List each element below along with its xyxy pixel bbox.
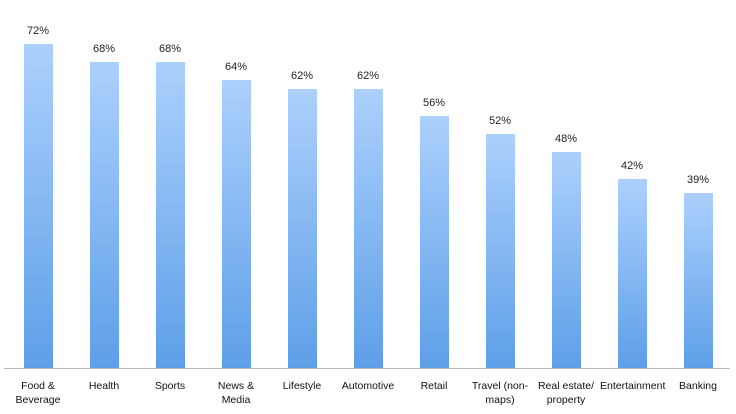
bar	[485, 134, 515, 368]
bar	[89, 62, 119, 368]
bar	[221, 80, 251, 368]
bar	[551, 152, 581, 368]
bar	[23, 44, 53, 368]
value-label: 64%	[224, 61, 248, 73]
category-label: Real estate/ property	[537, 380, 595, 406]
bar	[287, 89, 317, 368]
bar	[155, 62, 185, 368]
bar	[353, 89, 383, 368]
category-label: Automotive	[341, 380, 395, 392]
value-label: 68%	[92, 43, 116, 55]
value-label: 42%	[620, 160, 644, 172]
category-label: Health	[88, 380, 120, 392]
bar	[617, 179, 647, 368]
category-label: Banking	[679, 380, 717, 392]
value-label: 56%	[422, 97, 446, 109]
value-label: 39%	[686, 173, 710, 186]
category-label: Entertainment	[600, 380, 666, 392]
bar	[419, 116, 449, 368]
category-label: Food & Beverage	[15, 380, 61, 406]
value-label: 62%	[290, 70, 314, 82]
value-label: 72%	[26, 25, 50, 37]
category-label: Sports	[154, 380, 186, 392]
x-axis	[4, 368, 730, 369]
category-label: News & Media	[217, 380, 255, 406]
value-label: 48%	[554, 133, 578, 145]
value-label: 62%	[356, 70, 380, 82]
category-label: Lifestyle	[282, 380, 322, 392]
category-label: Retail	[420, 380, 448, 392]
category-label: Travel (non-maps)	[471, 380, 529, 406]
value-label: 52%	[488, 115, 512, 127]
value-label: 68%	[158, 43, 182, 55]
bar	[683, 192, 713, 368]
